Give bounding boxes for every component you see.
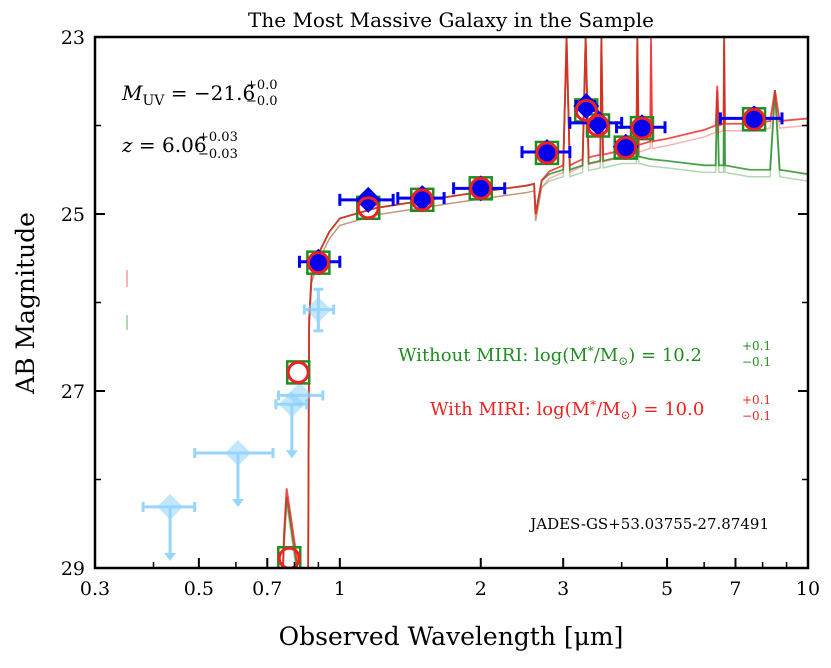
detection-marker xyxy=(355,186,382,213)
x-tick-label: 10 xyxy=(796,578,820,600)
model-photometry-with-miri xyxy=(742,107,766,131)
nondetection-marker xyxy=(278,391,305,418)
svg-text:+0.1: +0.1 xyxy=(742,339,771,353)
nondetection-point xyxy=(141,493,197,561)
svg-text:+0.1: +0.1 xyxy=(742,393,771,407)
x-tick-label: 5 xyxy=(661,578,673,600)
legend-without-miri: Without MIRI: log(M*/M⊙) = 10.2 +0.1 −0.… xyxy=(398,339,771,369)
x-tick-label: 7 xyxy=(729,578,741,600)
svg-text:−0.1: −0.1 xyxy=(742,409,771,423)
model-photometry-with-miri xyxy=(306,251,330,275)
svg-text:With MIRI: log(M*/M⊙) = 10.0: With MIRI: log(M*/M⊙) = 10.0 xyxy=(430,398,704,422)
nondetection-marker xyxy=(224,439,251,466)
model-photometry-with-miri xyxy=(630,116,654,140)
detection-point xyxy=(338,186,395,213)
svg-text:MUV = −21.6: MUV = −21.6 xyxy=(121,81,255,109)
nondetection-point xyxy=(193,439,275,507)
y-tick-label: 27 xyxy=(61,381,85,403)
chart-title: The Most Massive Galaxy in the Sample xyxy=(248,8,654,32)
object-id: JADES-GS+53.03755-27.87491 xyxy=(528,515,769,533)
svg-text:−0.0: −0.0 xyxy=(246,94,278,109)
model-photometry-with-miri xyxy=(356,196,380,220)
svg-text:+0.0: +0.0 xyxy=(246,78,278,93)
svg-text:Without MIRI: log(M*/M⊙) = 10.: Without MIRI: log(M*/M⊙) = 10.2 xyxy=(398,344,702,368)
arrow-head xyxy=(164,552,177,561)
x-axis-label: Observed Wavelength [μm] xyxy=(279,622,624,651)
y-tick-label: 23 xyxy=(61,27,85,49)
svg-text:−0.1: −0.1 xyxy=(742,355,771,369)
x-tick-label: 2 xyxy=(475,578,487,600)
nondetection-marker xyxy=(157,493,184,520)
x-tick-label: 1 xyxy=(334,578,346,600)
svg-text:−0.03: −0.03 xyxy=(198,147,238,162)
model-photometry-with-miri xyxy=(286,360,310,384)
model-photometry-with-miri xyxy=(535,141,559,165)
x-tick-label: 0.5 xyxy=(184,578,214,600)
svg-text:+0.03: +0.03 xyxy=(198,130,238,145)
legend-with-miri: With MIRI: log(M*/M⊙) = 10.0 +0.1 −0.1 xyxy=(430,393,771,423)
arrow-head xyxy=(231,498,244,507)
model-photometry-with-miri xyxy=(586,114,610,137)
model-photometry-with-miri xyxy=(277,546,301,568)
y-tick-label: 25 xyxy=(61,204,85,226)
x-tick-label: 3 xyxy=(557,578,569,600)
plot-frame xyxy=(93,35,810,570)
arrow-head xyxy=(285,450,298,459)
x-tick-label: 0.3 xyxy=(80,578,110,600)
y-axis-label: AB Magnitude xyxy=(11,212,40,395)
nondetection-point xyxy=(302,287,336,333)
redshift-annotation: z = 6.06 +0.03 −0.03 xyxy=(121,130,238,162)
nondetection-point xyxy=(274,391,309,459)
y-tick-label: 29 xyxy=(61,558,85,580)
detection-marker xyxy=(573,93,600,120)
model-photometry-with-miri xyxy=(574,98,598,122)
model-photometry-with-miri xyxy=(469,176,493,200)
muv-annotation: MUV = −21.6 +0.0 −0.0 xyxy=(121,78,278,109)
model-photometry-with-miri xyxy=(410,188,434,212)
svg-text:z = 6.06: z = 6.06 xyxy=(121,133,207,157)
nondetection-marker xyxy=(305,296,332,323)
x-tick-label: 0.7 xyxy=(252,578,282,600)
model-photometry-with-miri xyxy=(614,136,638,160)
